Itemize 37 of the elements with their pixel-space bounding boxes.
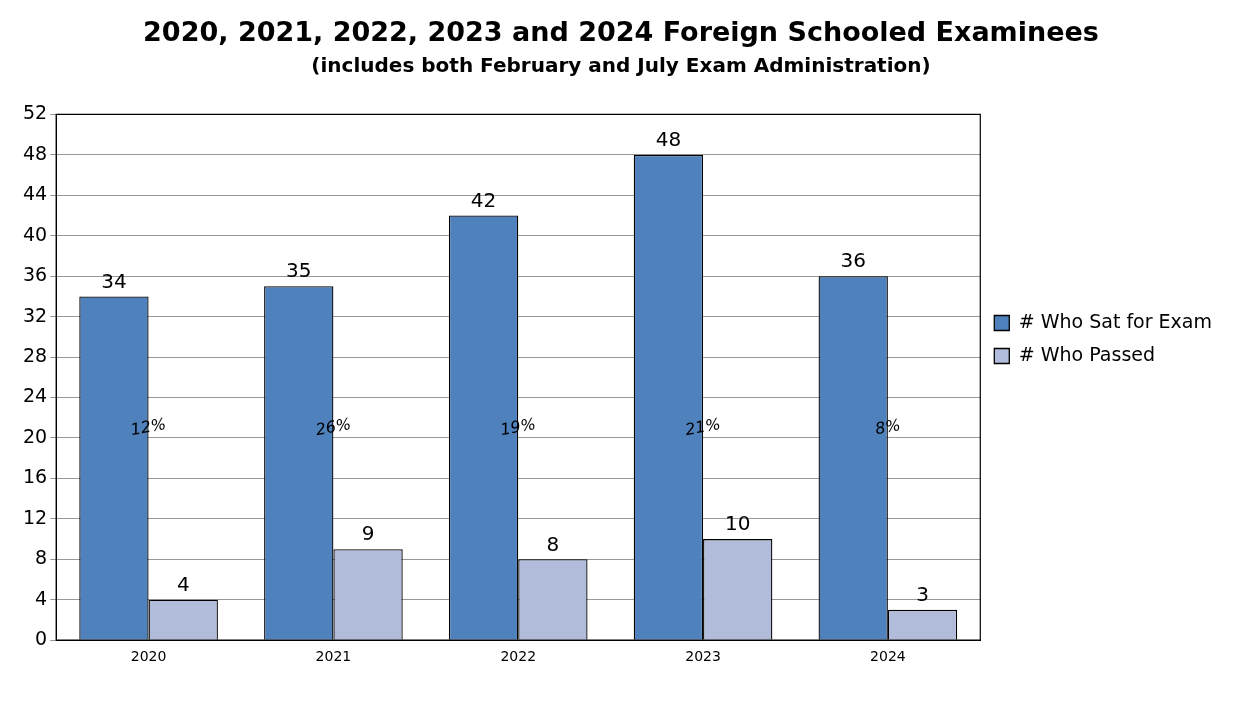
legend-label: # Who Sat for Exam [1018,309,1213,332]
data-label: 3 [916,582,929,607]
y-tick-label: 24 [22,384,48,407]
y-tick-label: 52 [22,101,48,124]
data-label: 9 [361,521,375,546]
y-tick-label: 36 [22,263,48,286]
y-tick-label: 20 [22,424,48,447]
annotation: 8% [873,414,902,439]
x-tick-label: 2020 [130,648,167,665]
annotation: 12% [129,414,168,440]
x-tick-label: 2022 [500,648,537,665]
data-label: 35 [286,258,312,283]
x-tick-label: 2024 [870,648,906,665]
annotation: 21% [683,414,723,440]
x-tick-label: 2021 [315,648,352,665]
y-tick-label: 0 [35,627,48,650]
data-label: 4 [176,571,190,596]
y-tick-label: 16 [22,465,48,488]
x-tick-label: 2023 [685,648,721,665]
y-tick-label: 32 [22,303,48,326]
y-tick-label: 12 [22,505,48,528]
data-label: 48 [655,127,682,152]
legend-label: # Who Passed [1018,342,1156,365]
chart-title: 2020, 2021, 2022, 2023 and 2024 Foreign Schooled Examinees [143,16,1099,48]
y-tick-label: 40 [22,222,48,245]
annotation: 26% [313,414,353,440]
y-tick-label: 28 [22,344,48,367]
data-label: 34 [101,268,127,293]
y-tick-label: 8 [35,546,48,569]
data-label: 8 [546,531,560,556]
y-tick-label: 4 [35,586,48,609]
data-label: 10 [724,511,751,536]
y-tick-label: 48 [22,141,48,164]
y-tick-label: 44 [22,182,48,205]
chart-subtitle: (includes both February and July Exam Administration) [311,52,931,77]
data-label: 42 [470,187,497,212]
data-label: 36 [840,248,866,273]
